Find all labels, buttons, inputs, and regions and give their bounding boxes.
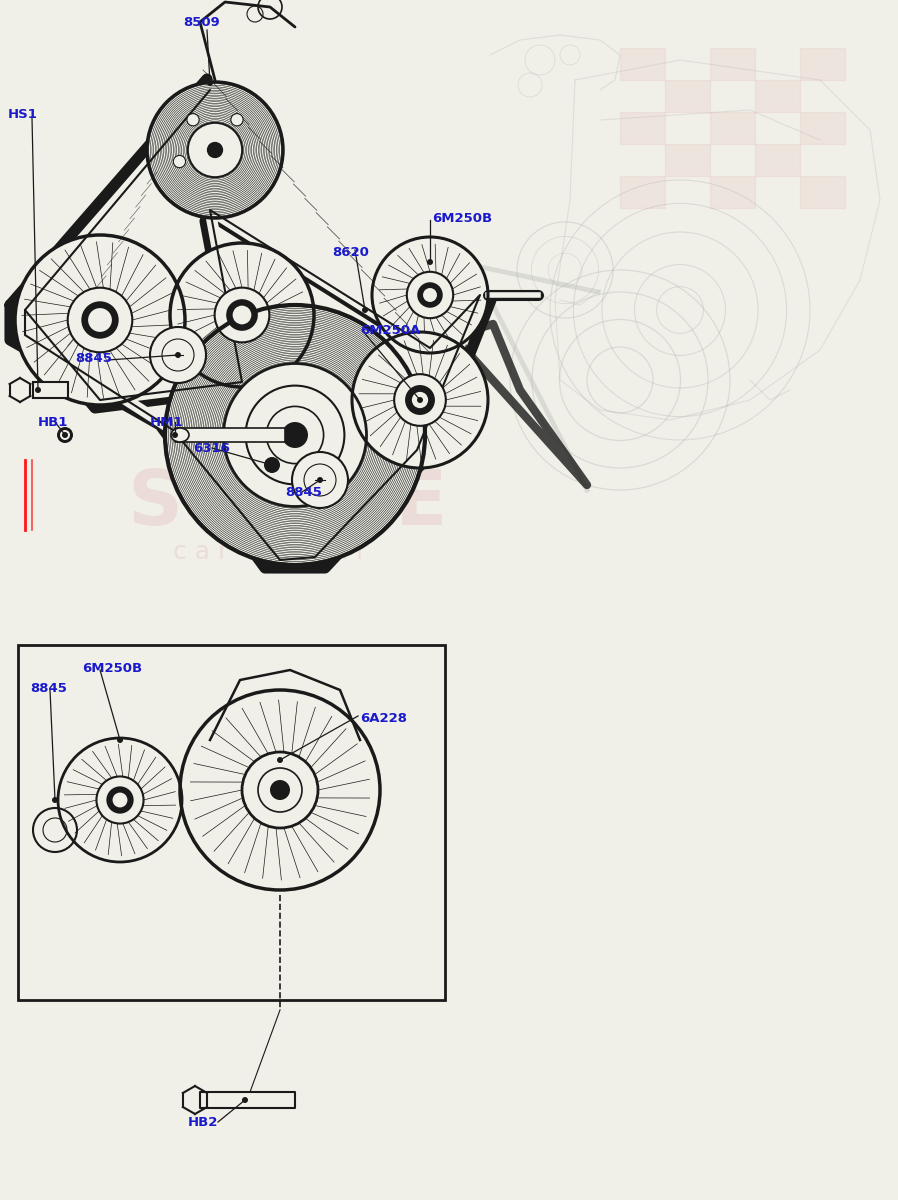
Ellipse shape [171,428,189,442]
Circle shape [175,352,181,358]
Circle shape [423,288,437,302]
Text: 6M250B: 6M250B [82,661,142,674]
Circle shape [147,82,283,218]
Circle shape [242,752,318,828]
Circle shape [372,236,488,353]
Circle shape [58,738,182,862]
Circle shape [394,374,445,426]
Circle shape [233,306,251,324]
Circle shape [82,301,119,338]
Circle shape [207,142,224,158]
Bar [620,48,665,80]
Circle shape [207,80,213,86]
Circle shape [180,690,380,890]
Circle shape [57,427,73,443]
Bar [620,176,665,208]
Circle shape [67,288,132,353]
Text: 6M250B: 6M250B [432,211,492,224]
Circle shape [231,114,243,126]
Circle shape [405,385,435,415]
Circle shape [112,792,128,808]
Circle shape [96,776,144,823]
Circle shape [242,1097,248,1103]
Circle shape [407,271,453,318]
Circle shape [224,364,366,506]
Text: 6316: 6316 [193,442,230,455]
Circle shape [117,737,123,743]
Text: HB1: HB1 [38,415,68,428]
Circle shape [33,808,77,852]
Circle shape [187,114,199,126]
Text: 8620: 8620 [332,246,369,258]
Text: 8509: 8509 [183,16,220,29]
Circle shape [282,422,308,448]
Circle shape [292,452,348,508]
Circle shape [52,797,58,803]
Text: HM1: HM1 [150,415,183,428]
Circle shape [60,430,70,440]
Circle shape [269,462,275,468]
Circle shape [264,457,280,473]
Text: 6M250A: 6M250A [360,324,420,336]
Bar [175,428,285,442]
Bar [755,80,800,112]
Circle shape [62,432,68,438]
Bar [620,112,665,144]
Circle shape [165,305,425,565]
Bar [800,48,845,80]
Circle shape [88,308,112,332]
Bar [710,112,755,144]
Text: c a r   r e p a i r: c a r r e p a i r [172,540,366,564]
Circle shape [106,786,134,814]
Text: HS1: HS1 [8,108,38,121]
Bar [665,80,710,112]
Bar [18,646,445,1000]
Circle shape [412,392,428,408]
Circle shape [270,780,290,800]
Circle shape [317,476,323,482]
Text: 8845: 8845 [30,682,66,695]
Circle shape [172,432,178,438]
Circle shape [35,386,41,392]
Bar [800,176,845,208]
Text: 6A228: 6A228 [360,712,407,725]
Text: 8845: 8845 [285,486,321,498]
Circle shape [352,332,488,468]
Circle shape [417,397,423,403]
Circle shape [170,242,314,386]
Text: SCIONE: SCIONE [128,467,447,541]
Circle shape [215,288,269,342]
Bar [665,144,710,176]
Circle shape [277,757,283,763]
Bar [710,48,755,80]
Bar [200,1092,295,1108]
Circle shape [173,156,186,168]
Bar [710,176,755,208]
Circle shape [188,122,242,178]
Bar [33,382,68,398]
Circle shape [15,235,185,404]
Bar [800,112,845,144]
Circle shape [427,259,433,265]
Circle shape [150,326,206,383]
Circle shape [226,299,258,331]
Circle shape [418,282,443,307]
Circle shape [362,307,368,313]
Text: HB2: HB2 [188,1116,218,1128]
Bar [755,144,800,176]
Text: 8845: 8845 [75,352,112,365]
